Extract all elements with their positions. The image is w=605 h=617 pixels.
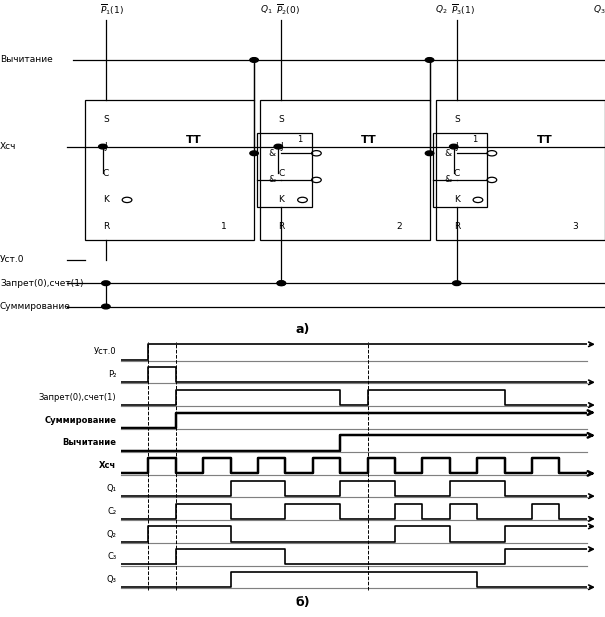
Text: J: J <box>280 142 283 151</box>
Text: $Q_2$: $Q_2$ <box>436 4 448 16</box>
Circle shape <box>250 151 258 155</box>
Circle shape <box>425 151 434 155</box>
Text: Q₂: Q₂ <box>106 529 116 539</box>
Text: Запрет(0),счет(1): Запрет(0),счет(1) <box>39 393 116 402</box>
Bar <box>433 133 487 207</box>
Text: C: C <box>454 169 460 178</box>
Circle shape <box>274 144 283 149</box>
Text: &: & <box>444 175 451 184</box>
Text: S: S <box>278 115 284 125</box>
Text: 3: 3 <box>572 222 578 231</box>
Circle shape <box>450 144 458 149</box>
Text: $Q_1$: $Q_1$ <box>260 4 272 16</box>
Text: TT: TT <box>361 135 377 145</box>
Text: а): а) <box>295 323 310 336</box>
Text: Хсч: Хсч <box>99 462 116 470</box>
Text: C₂: C₂ <box>107 507 116 516</box>
Text: Хсч: Хсч <box>0 142 16 151</box>
Bar <box>257 133 312 207</box>
Text: 1: 1 <box>473 136 477 144</box>
Text: &: & <box>444 149 451 158</box>
Circle shape <box>250 57 258 62</box>
Text: S: S <box>103 115 109 125</box>
Text: C₃: C₃ <box>107 552 116 561</box>
Text: Суммирование: Суммирование <box>44 416 116 424</box>
Text: б): б) <box>295 597 310 610</box>
Text: $\overline{P}_2(0)$: $\overline{P}_2(0)$ <box>275 2 299 17</box>
Text: Суммирование: Суммирование <box>0 302 71 311</box>
Text: &: & <box>269 175 276 184</box>
Circle shape <box>277 281 286 286</box>
Text: $\overline{P}_1(1)$: $\overline{P}_1(1)$ <box>100 2 124 17</box>
Text: C: C <box>278 169 284 178</box>
Text: Q₃: Q₃ <box>106 575 116 584</box>
Text: K: K <box>103 196 109 204</box>
Text: &: & <box>269 149 276 158</box>
Text: J: J <box>456 142 458 151</box>
Text: Вычитание: Вычитание <box>62 439 116 447</box>
Bar <box>85 100 254 240</box>
Circle shape <box>425 57 434 62</box>
Circle shape <box>102 281 110 286</box>
Text: C: C <box>103 169 109 178</box>
Circle shape <box>277 281 286 286</box>
Text: R: R <box>278 222 284 231</box>
Text: R: R <box>454 222 460 231</box>
Text: 1: 1 <box>221 222 227 231</box>
Text: $Q_3$: $Q_3$ <box>593 4 605 16</box>
Text: TT: TT <box>537 135 552 145</box>
Text: Уст.0: Уст.0 <box>0 255 24 264</box>
Text: Вычитание: Вычитание <box>0 56 53 64</box>
Text: Запрет(0),счет(1): Запрет(0),счет(1) <box>0 279 83 288</box>
Text: Уст.0: Уст.0 <box>94 347 116 357</box>
Circle shape <box>102 304 110 309</box>
Text: 2: 2 <box>396 222 402 231</box>
Text: K: K <box>454 196 460 204</box>
Text: $\overline{P}_3(1)$: $\overline{P}_3(1)$ <box>451 2 475 17</box>
Text: P₂: P₂ <box>108 370 116 379</box>
Text: TT: TT <box>186 135 201 145</box>
Text: K: K <box>278 196 284 204</box>
Text: Q₁: Q₁ <box>106 484 116 493</box>
Circle shape <box>453 281 461 286</box>
Text: S: S <box>454 115 460 125</box>
Bar <box>436 100 605 240</box>
Circle shape <box>99 144 107 149</box>
Text: R: R <box>103 222 109 231</box>
Text: J: J <box>105 142 107 151</box>
Bar <box>260 100 430 240</box>
Text: 1: 1 <box>297 136 302 144</box>
